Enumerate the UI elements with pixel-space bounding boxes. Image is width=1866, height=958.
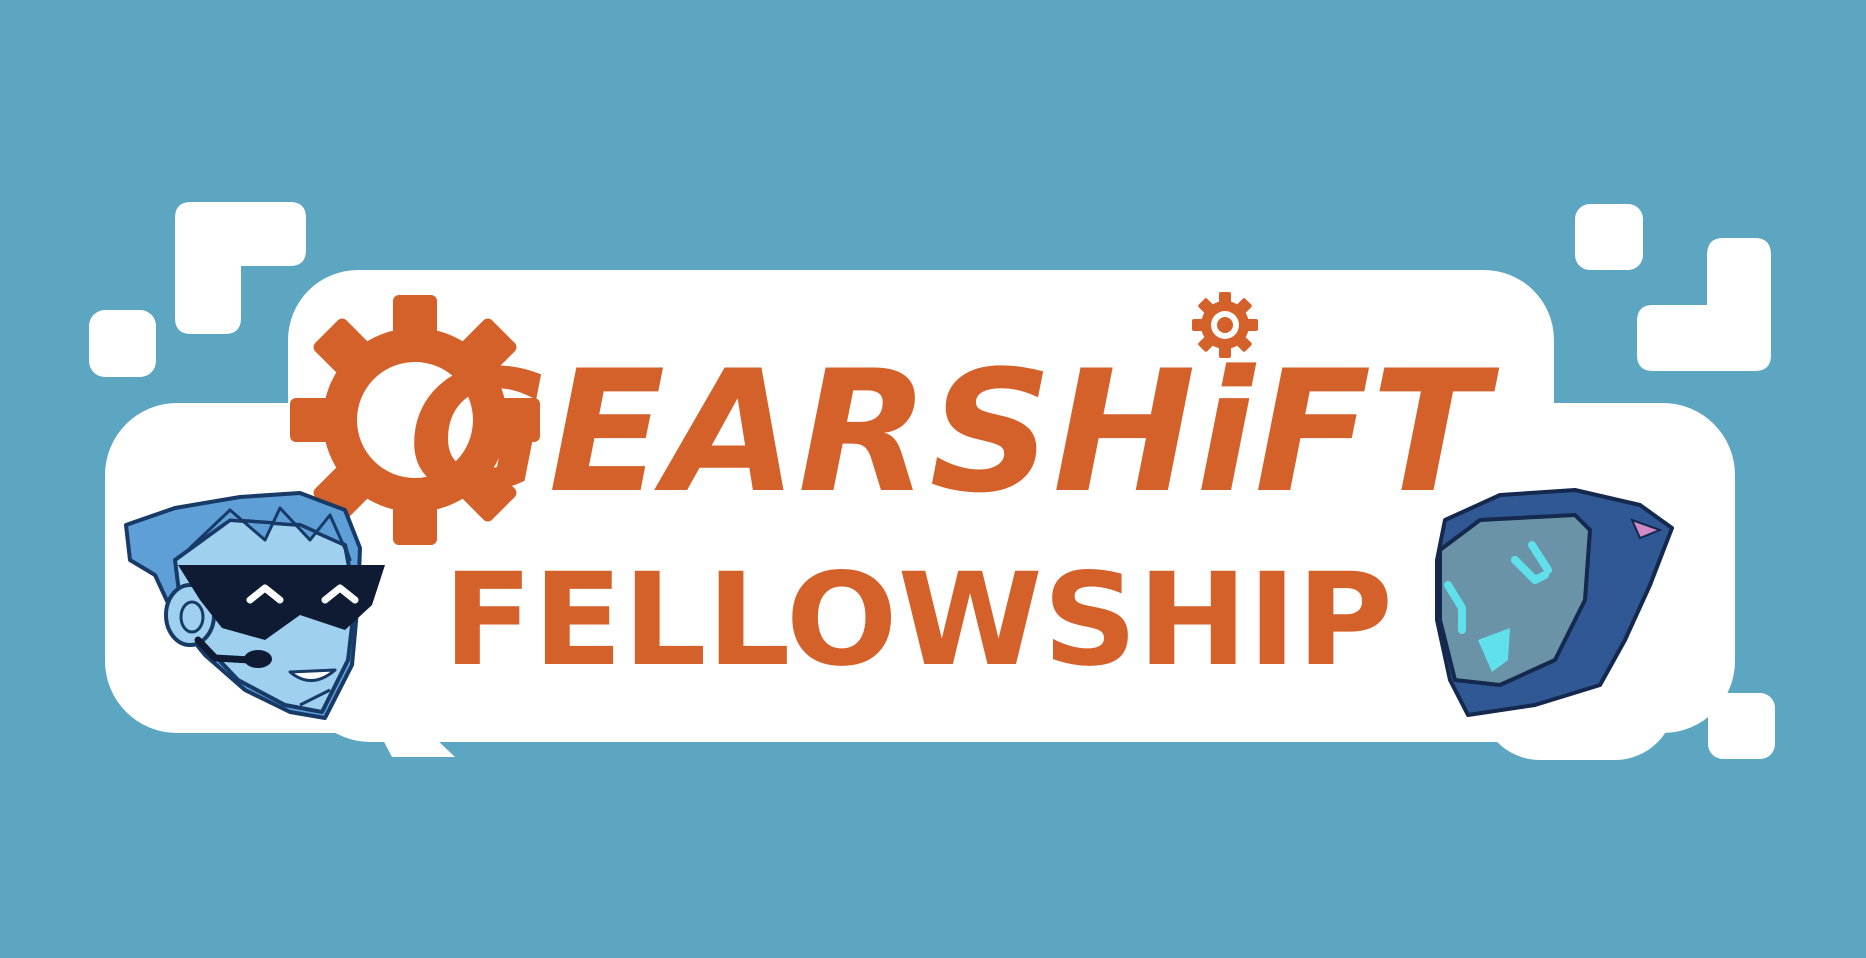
banner-title: GEARSHiFT <box>408 334 1500 530</box>
pixel-decoration-left <box>89 202 306 377</box>
bubble-tail <box>360 692 440 757</box>
banner-subtitle: FELLOWSHIP <box>443 546 1393 695</box>
pixel-decoration-right <box>1575 204 1775 759</box>
character-robot-avatar <box>1435 488 1674 717</box>
character-headset-avatar <box>124 491 385 720</box>
small-gear-icon <box>1192 292 1258 358</box>
